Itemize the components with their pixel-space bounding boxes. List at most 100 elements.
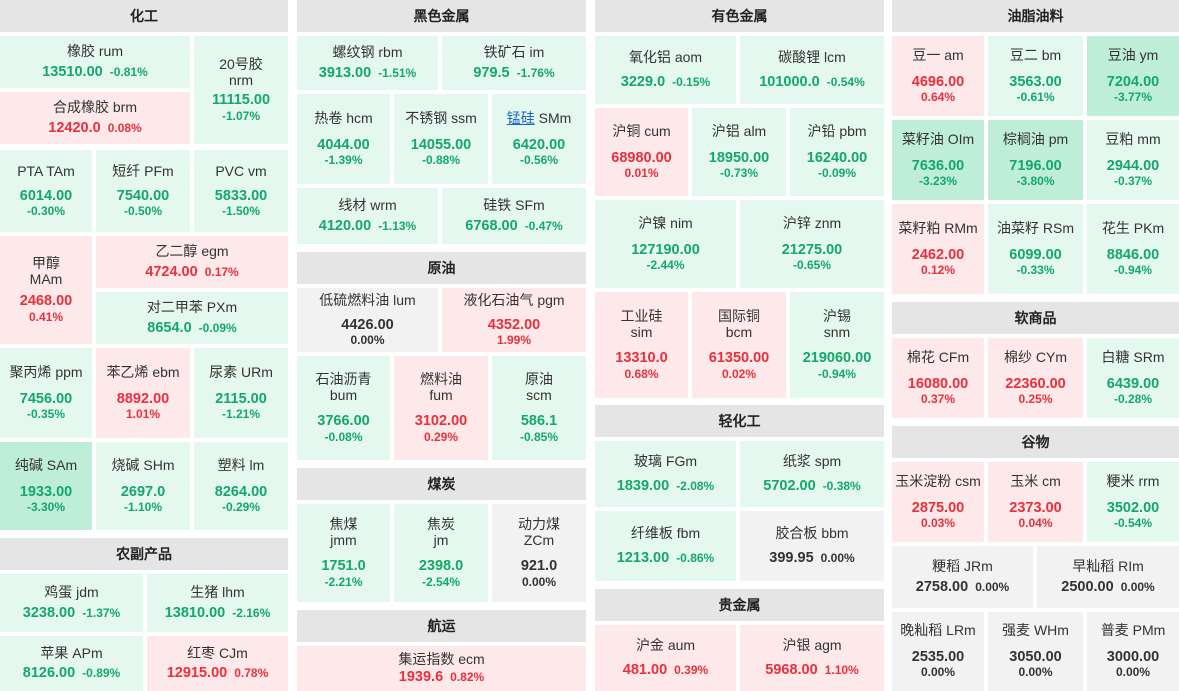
quote-cell-pkm[interactable]: 花生 PKm 8846.00 -0.94% [1087,204,1179,294]
quote-cell-rim[interactable]: 早籼稻 RIm 2500.00 0.00% [1037,546,1179,608]
quote-cell-sim[interactable]: 工业硅 sim 13310.0 0.68% [595,292,688,398]
quote-change: -1.10% [123,499,163,514]
quote-cell-tam[interactable]: PTA TAm 6014.00 -0.30% [0,150,92,232]
quote-change: 0.00% [820,550,855,565]
quote-cell-rum[interactable]: 橡胶 rum 13510.00 -0.81% [0,36,190,88]
quote-cell-im[interactable]: 铁矿石 im 979.5 -1.76% [442,36,586,90]
quote-price: 2697.0 [120,483,166,500]
quote-cell-bbm[interactable]: 胶合板 bbm 399.95 0.00% [740,511,884,581]
quote-name-link[interactable]: 锰硅 [506,109,535,126]
quote-cell-bcm[interactable]: 国际铜 bcm 61350.00 0.02% [692,292,786,398]
quote-cell-am[interactable]: 豆一 am 4696.00 0.64% [892,36,984,116]
quote-cell-fbm[interactable]: 纤维板 fbm 1213.00 -0.86% [595,511,736,581]
quote-cell-rsm[interactable]: 油菜籽 RSm 6099.00 -0.33% [988,204,1083,294]
quote-cell-lum[interactable]: 低硫燃料油 lum 4426.00 0.00% [297,288,438,352]
quote-cell-aum[interactable]: 沪金 aum 481.00 0.39% [595,625,736,691]
quote-price: 14055.00 [410,136,472,153]
quote-cell-pm[interactable]: 棕榈油 pm 7196.00 -3.80% [988,120,1083,200]
quote-cell-lm[interactable]: 塑料 lm 8264.00 -0.29% [194,442,288,530]
quote-change: -0.65% [792,257,832,272]
quote-cell-srm[interactable]: 白糖 SRm 6439.00 -0.28% [1087,338,1179,418]
quote-name: 玉米淀粉 [895,472,952,489]
quote-cell-scm[interactable]: 原油 scm 586.1 -0.85% [492,356,586,460]
quote-cell-mam[interactable]: 甲醇 MAm 2468.00 0.41% [0,236,92,344]
quote-name: 沪铅 [807,122,836,139]
quote-cell-alm[interactable]: 沪铝 alm 18950.00 -0.73% [692,108,786,196]
quote-cell-ssm[interactable]: 不锈钢 ssm 14055.00 -0.88% [394,94,488,184]
quote-price: 2500.00 [1061,578,1114,595]
quote-cell-brm[interactable]: 合成橡胶 brm 12420.0 0.08% [0,92,190,144]
quote-cell-vm[interactable]: PVC vm 5833.00 -1.50% [194,150,288,232]
quote-code: URm [241,363,273,380]
quote-cell-cum[interactable]: 沪铜 cum 68980.00 0.01% [595,108,688,196]
quote-cell-cjm[interactable]: 红枣 CJm 12915.00 0.78% [147,636,288,691]
quote-cell-nim[interactable]: 沪镍 nim 127190.00 -2.44% [595,200,736,288]
quote-change: -3.23% [918,173,958,188]
quote-cell-rmm[interactable]: 菜籽粕 RMm 2462.00 0.12% [892,204,984,294]
quote-cell-rbm[interactable]: 螺纹钢 rbm 3913.00 -1.51% [297,36,438,90]
quote-cell-ecm[interactable]: 集运指数 ecm 1939.6 0.82% [297,646,586,691]
quote-cell-pxm[interactable]: 对二甲苯 PXm 8654.0 -0.09% [96,292,288,344]
quote-cell-lrm[interactable]: 晚籼稻 LRm 2535.00 0.00% [892,612,984,691]
quote-cell-ppm[interactable]: 聚丙烯 ppm 7456.00 -0.35% [0,348,92,438]
quote-code: RSm [1042,219,1074,236]
quote-cell-lcm[interactable]: 碳酸锂 lcm 101000.0 -0.54% [740,36,884,104]
quote-cell-shm[interactable]: 烧碱 SHm 2697.0 -1.10% [96,442,190,530]
quote-cell-hcm[interactable]: 热卷 hcm 4044.00 -1.39% [297,94,390,184]
quote-change: 0.03% [920,515,956,530]
quote-cell-urm[interactable]: 尿素 URm 2115.00 -1.21% [194,348,288,438]
quote-cell-aom[interactable]: 氧化铝 aom 3229.0 -0.15% [595,36,736,104]
quote-cell-jmm[interactable]: 焦煤 jmm 1751.0 -2.21% [297,504,390,602]
quote-cell-jm[interactable]: 焦炭 jm 2398.0 -2.54% [394,504,488,602]
quote-name: 石油沥青 [315,370,372,387]
quote-cell-sfm[interactable]: 硅铁 SFm 6768.00 -0.47% [442,188,586,244]
quote-cell-wrm[interactable]: 线材 wrm 4120.00 -1.13% [297,188,438,244]
quote-price: 127190.00 [631,241,700,258]
quote-cell-snm[interactable]: 沪锡 snm 219060.00 -0.94% [790,292,884,398]
quote-cell-cfm[interactable]: 棉花 CFm 16080.00 0.37% [892,338,984,418]
quote-cell-agm[interactable]: 沪银 agm 5968.00 1.10% [740,625,884,691]
quote-cell-apm[interactable]: 苹果 APm 8126.00 -0.89% [0,636,143,691]
quote-price: 2875.00 [911,499,965,516]
quote-cell-fgm[interactable]: 玻璃 FGm 1839.00 -2.08% [595,441,736,507]
quote-cell-znm[interactable]: 沪锌 znm 21275.00 -0.65% [740,200,884,288]
quote-code: sim [630,323,653,340]
quote-code: SRm [1133,348,1165,365]
quote-cell-sam[interactable]: 纯碱 SAm 1933.00 -3.30% [0,442,92,530]
quote-cell-fum[interactable]: 燃料油 fum 3102.00 0.29% [394,356,488,460]
quote-cell-zcm[interactable]: 动力煤 ZCm 921.0 0.00% [492,504,586,602]
quote-cell-jdm[interactable]: 鸡蛋 jdm 3238.00 -1.37% [0,574,143,632]
quote-cell-rrm[interactable]: 粳米 rrm 3502.00 -0.54% [1087,462,1179,542]
quote-code: znm [814,214,842,231]
quote-cell-pgm[interactable]: 液化石油气 pgm 4352.00 1.99% [442,288,586,352]
quote-name: 红枣 [187,644,216,661]
quote-code: ym [1139,46,1159,63]
quote-name: PVC [215,162,245,179]
quote-cell-jrm[interactable]: 粳稻 JRm 2758.00 0.00% [892,546,1033,608]
quote-code: ssm [451,109,477,126]
quote-cell-ym[interactable]: 豆油 ym 7204.00 -3.77% [1087,36,1179,116]
quote-cell-mm[interactable]: 豆粕 mm 2944.00 -0.37% [1087,120,1179,200]
quote-cell-cym[interactable]: 棉纱 CYm 22360.00 0.25% [988,338,1083,418]
quote-cell-csm[interactable]: 玉米淀粉 csm 2875.00 0.03% [892,462,984,542]
quote-cell-ebm[interactable]: 苯乙烯 ebm 8892.00 1.01% [96,348,190,438]
quote-cell-bum[interactable]: 石油沥青 bum 3766.00 -0.08% [297,356,390,460]
quote-cell-egm[interactable]: 乙二醇 egm 4724.00 0.17% [96,236,288,288]
quote-code: PFm [144,162,174,179]
quote-cell-smm[interactable]: 锰硅 SMm 6420.00 -0.56% [492,94,586,184]
quote-cell-cm[interactable]: 玉米 cm 2373.00 0.04% [988,462,1083,542]
quote-cell-pfm[interactable]: 短纤 PFm 7540.00 -0.50% [96,150,190,232]
quote-cell-olm[interactable]: 菜籽油 OIm 7636.00 -3.23% [892,120,984,200]
quote-code: rum [98,43,123,60]
quote-cell-pmm[interactable]: 普麦 PMm 3000.00 0.00% [1087,612,1179,691]
quote-cell-bm[interactable]: 豆二 bm 3563.00 -0.61% [988,36,1083,116]
quote-cell-pbm[interactable]: 沪铅 pbm 16240.00 -0.09% [790,108,884,196]
quote-code: aom [674,49,703,66]
quote-change: -1.13% [378,218,417,233]
quote-cell-spm[interactable]: 纸浆 spm 5702.00 -0.38% [740,441,884,507]
quote-price: 921.0 [520,558,558,575]
quote-cell-nrm[interactable]: 20号胶 nrm 11115.00 -1.07% [194,36,288,144]
quote-cell-whm[interactable]: 强麦 WHm 3050.00 0.00% [988,612,1083,691]
quote-cell-lhm[interactable]: 生猪 lhm 13810.00 -2.16% [147,574,288,632]
quote-price: 8892.00 [116,390,170,407]
